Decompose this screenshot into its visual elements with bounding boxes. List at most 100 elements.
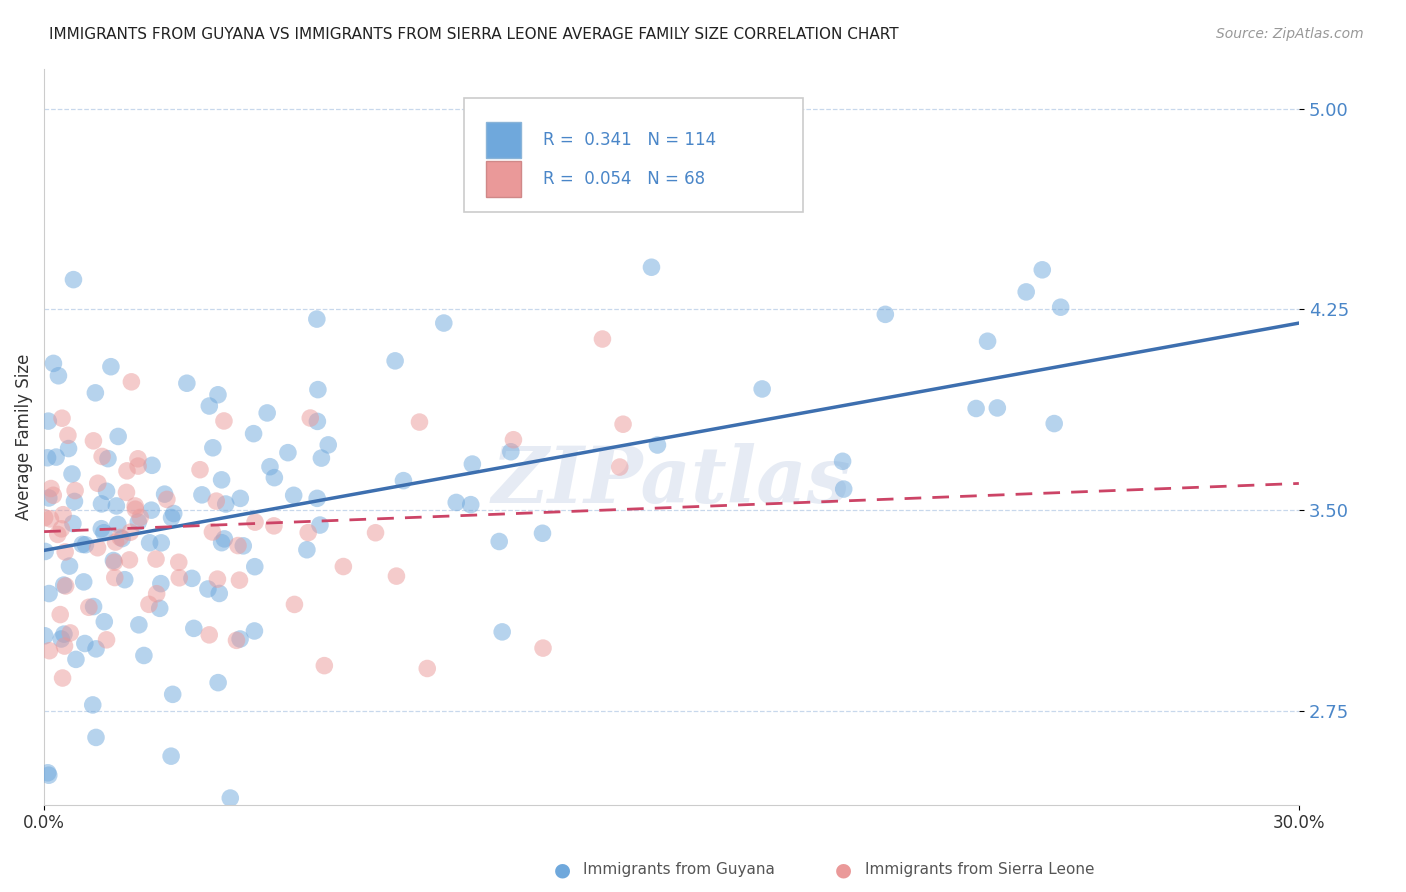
Point [297, 525, 319, 540]
Point [73, 636, 96, 650]
Text: R =  0.341   N = 114: R = 0.341 N = 114 [544, 131, 717, 149]
Point [104, 535, 127, 549]
Point [163, 507, 186, 521]
Point [120, 375, 142, 389]
Point [58, 559, 80, 574]
Point [34, 629, 56, 643]
Point [232, 539, 254, 553]
Point [751, 382, 773, 396]
Point [100, 359, 122, 374]
Point [96, 484, 118, 499]
Point [34, 544, 56, 558]
Point [243, 559, 266, 574]
Point [162, 687, 184, 701]
Point [215, 497, 238, 511]
Point [90, 522, 112, 536]
Point [259, 459, 281, 474]
Point [149, 576, 172, 591]
Point [277, 445, 299, 459]
Point [228, 573, 250, 587]
Point [104, 570, 127, 584]
Point [205, 494, 228, 508]
Point [640, 260, 662, 275]
Point [52, 578, 75, 592]
Point [42, 356, 65, 370]
Point [408, 415, 430, 429]
Point [60, 467, 83, 481]
Point [211, 535, 233, 549]
Point [73, 574, 96, 589]
Point [491, 624, 513, 639]
Point [1043, 417, 1066, 431]
Point [87, 476, 110, 491]
Text: IMMIGRANTS FROM GUYANA VS IMMIGRANTS FROM SIERRA LEONE AVERAGE FAMILY SIZE CORRE: IMMIGRANTS FROM GUYANA VS IMMIGRANTS FRO… [49, 27, 898, 42]
Point [612, 417, 634, 432]
Point [831, 454, 853, 468]
Point [609, 460, 631, 475]
Text: ●: ● [554, 860, 571, 880]
Point [191, 488, 214, 502]
Text: R =  0.054   N = 68: R = 0.054 N = 68 [544, 170, 706, 188]
Point [77, 600, 100, 615]
Point [309, 518, 332, 533]
Point [83, 599, 105, 614]
Point [53, 639, 76, 653]
Point [591, 332, 613, 346]
Point [42, 488, 65, 502]
Point [127, 451, 149, 466]
Point [314, 658, 336, 673]
Point [51, 411, 73, 425]
Point [111, 532, 134, 546]
Point [124, 499, 146, 513]
Point [499, 444, 522, 458]
Point [167, 555, 190, 569]
Point [56, 428, 79, 442]
Point [141, 458, 163, 473]
Point [124, 502, 146, 516]
Point [120, 525, 142, 540]
Point [86, 541, 108, 555]
Point [207, 675, 229, 690]
Point [91, 450, 114, 464]
Point [283, 598, 305, 612]
Point [263, 470, 285, 484]
Point [647, 438, 669, 452]
Point [138, 598, 160, 612]
Point [58, 442, 80, 456]
Point [97, 451, 120, 466]
Point [51, 632, 73, 646]
Point [307, 414, 329, 428]
Point [63, 483, 86, 498]
Point [1049, 300, 1071, 314]
Point [307, 383, 329, 397]
Point [832, 482, 855, 496]
Point [59, 626, 82, 640]
Point [145, 587, 167, 601]
Point [72, 537, 94, 551]
Text: ZIPatlas: ZIPatlas [492, 442, 851, 519]
Point [332, 559, 354, 574]
Point [107, 517, 129, 532]
Point [107, 429, 129, 443]
Bar [486, 122, 520, 158]
Point [433, 316, 456, 330]
Point [93, 615, 115, 629]
Point [875, 307, 897, 321]
Point [384, 354, 406, 368]
Point [181, 571, 204, 585]
Point [207, 572, 229, 586]
Point [364, 525, 387, 540]
Point [115, 485, 138, 500]
Point [75, 538, 97, 552]
Point [214, 532, 236, 546]
Point [128, 617, 150, 632]
Point [127, 515, 149, 529]
Text: Source: ZipAtlas.com: Source: ZipAtlas.com [1216, 27, 1364, 41]
Point [531, 641, 554, 656]
Point [114, 573, 136, 587]
Point [37, 450, 59, 465]
Point [243, 624, 266, 638]
Point [52, 508, 75, 522]
Point [62, 516, 84, 531]
Point [51, 522, 73, 536]
